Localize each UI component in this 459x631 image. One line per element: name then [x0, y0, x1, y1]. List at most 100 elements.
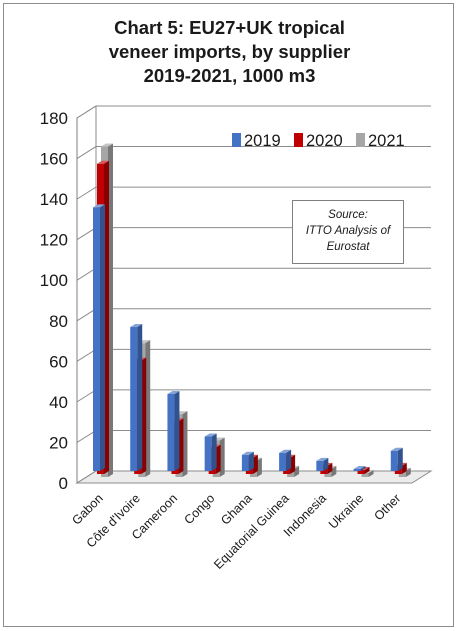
y-tick-label: 100: [40, 271, 68, 290]
bar-side-face: [141, 357, 147, 474]
bar-side-face: [323, 457, 329, 471]
x-tick-label: Ukraine: [326, 491, 366, 531]
legend-swatch: [356, 133, 365, 147]
bar-side-face: [256, 457, 262, 477]
bar-2019-3: [204, 433, 217, 471]
legend-label: 2019: [244, 132, 281, 150]
bar-front-face: [130, 327, 138, 471]
bar-side-face: [215, 444, 221, 474]
bar-side-face: [294, 465, 300, 477]
y-tick-label: 160: [40, 150, 68, 169]
y-tick-label: 20: [49, 433, 68, 452]
chart-title-line-2: veneer imports, by supplier: [108, 41, 351, 62]
bar-front-face: [241, 454, 249, 471]
bar-side-face: [178, 418, 184, 474]
bar-top-face: [241, 451, 254, 455]
bar-top-face: [93, 204, 105, 208]
bar-side-face: [286, 449, 292, 471]
x-tick-label: Ghana: [218, 491, 254, 527]
bar-side-face: [108, 143, 113, 477]
gridline: [76, 146, 431, 159]
bar-side-face: [405, 467, 411, 477]
bar-side-face: [397, 447, 403, 471]
bar-front-face: [398, 470, 406, 477]
legend-swatch: [232, 133, 241, 147]
bar-side-face: [364, 466, 370, 474]
bar-2019-2: [167, 390, 180, 471]
gridline: [76, 267, 431, 281]
bar-front-face: [357, 469, 365, 474]
y-tick-label: 80: [49, 312, 68, 331]
bar-top-face: [204, 433, 217, 437]
bar-side-face: [182, 411, 188, 477]
bar-2019-5: [279, 449, 292, 471]
bar-side-face: [219, 437, 225, 477]
plot-walls: [75, 105, 433, 484]
y-tick-label: 0: [59, 474, 68, 493]
gridline: [76, 348, 431, 362]
legend: 2019 2020 2021: [232, 132, 405, 150]
bar-top-face: [130, 324, 143, 328]
bar-front-face: [390, 450, 398, 471]
bar-side-face: [327, 462, 333, 474]
bar-top-face: [101, 143, 113, 147]
legend-item-2020: 2020: [294, 132, 343, 150]
y-axis: 0 20 40 60 80 100 120 140 160 180: [40, 109, 78, 493]
x-tick-label: Congo: [181, 491, 217, 527]
y-tick-label: 140: [40, 190, 68, 209]
y-tick-label: 60: [49, 352, 68, 371]
gridline: [76, 429, 431, 443]
bar-front-face: [167, 393, 175, 471]
legend-label: 2021: [368, 132, 405, 150]
bar-front-face: [361, 472, 369, 477]
y-tick-label: 180: [40, 109, 68, 128]
bar-top-face: [353, 465, 366, 469]
bar-side-face: [174, 390, 180, 471]
bar-front-face: [316, 460, 324, 471]
gridline: [76, 186, 431, 200]
legend-label: 2020: [306, 132, 343, 150]
chart-title: Chart 5: EU27+UK tropical veneer imports…: [0, 16, 459, 88]
bar-front-face: [279, 452, 287, 471]
source-note: Source: ITTO Analysis of Eurostat: [292, 200, 404, 264]
bar-2019-0: [93, 204, 105, 471]
bar-front-face: [93, 207, 100, 471]
source-line-2: ITTO Analysis of: [305, 225, 391, 237]
bar-2019-8: [390, 447, 403, 471]
bar-side-face: [401, 462, 407, 474]
bar-front-face: [204, 436, 212, 471]
legend-swatch: [294, 133, 303, 147]
legend-item-2021: 2021: [356, 132, 405, 150]
bar-2019-1: [130, 324, 143, 471]
bar-side-face: [104, 160, 109, 474]
bar-2019-4: [241, 451, 254, 471]
chart-title-line-1: Chart 5: EU27+UK tropical: [114, 17, 345, 38]
bar-top-face: [316, 457, 329, 461]
source-line-3: Eurostat: [326, 241, 370, 253]
bar-side-face: [360, 465, 366, 471]
bar-side-face: [100, 204, 105, 471]
bar-2019-7: [353, 465, 366, 471]
bar-side-face: [248, 451, 254, 471]
chart-title-line-3: 2019-2021, 1000 m3: [143, 65, 316, 86]
bar-side-face: [331, 465, 337, 477]
bar-side-face: [290, 454, 296, 474]
gridline: [76, 389, 431, 403]
bar-2019-6: [316, 457, 329, 471]
bars: [93, 143, 411, 477]
x-tick-label: Gabon: [69, 491, 105, 527]
bar-front-face: [353, 468, 361, 471]
x-tick-label: Other: [372, 491, 404, 523]
bar-top-face: [390, 447, 403, 451]
bar-side-face: [211, 433, 217, 471]
gridline: [76, 308, 431, 322]
bar-top-face: [279, 449, 292, 453]
gridlines: [76, 105, 431, 484]
bar-top-face: [97, 160, 109, 164]
source-line-1: Source:: [328, 209, 368, 221]
bar-top-face: [167, 390, 180, 394]
y-tick-label: 40: [49, 393, 68, 412]
bar-side-face: [368, 469, 374, 477]
